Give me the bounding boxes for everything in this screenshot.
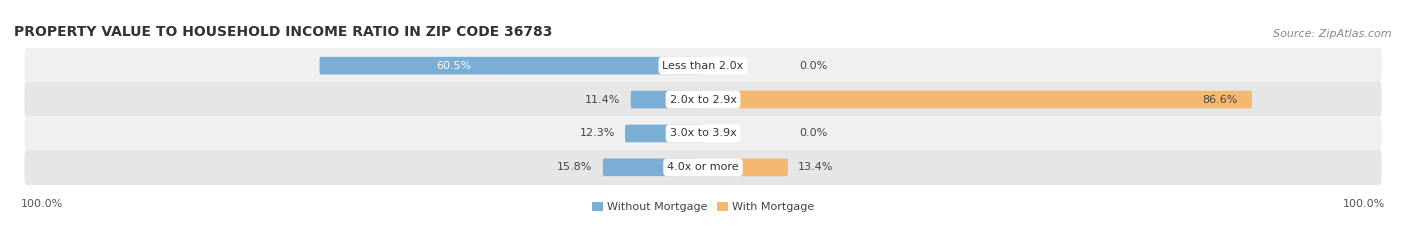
Text: 11.4%: 11.4% xyxy=(585,95,620,105)
Text: 100.0%: 100.0% xyxy=(1343,199,1385,209)
Text: Source: ZipAtlas.com: Source: ZipAtlas.com xyxy=(1274,29,1392,39)
Text: 86.6%: 86.6% xyxy=(1202,95,1239,105)
FancyBboxPatch shape xyxy=(703,158,787,176)
Text: 0.0%: 0.0% xyxy=(800,128,828,138)
Text: Less than 2.0x: Less than 2.0x xyxy=(662,61,744,71)
FancyBboxPatch shape xyxy=(703,91,1251,108)
Text: 100.0%: 100.0% xyxy=(21,199,63,209)
Legend: Without Mortgage, With Mortgage: Without Mortgage, With Mortgage xyxy=(592,202,814,212)
FancyBboxPatch shape xyxy=(603,158,703,176)
FancyBboxPatch shape xyxy=(24,116,1382,151)
Text: 60.5%: 60.5% xyxy=(436,61,471,71)
FancyBboxPatch shape xyxy=(631,91,703,108)
Text: 4.0x or more: 4.0x or more xyxy=(668,162,738,172)
Text: 3.0x to 3.9x: 3.0x to 3.9x xyxy=(669,128,737,138)
FancyBboxPatch shape xyxy=(24,48,1382,83)
Text: 0.0%: 0.0% xyxy=(800,61,828,71)
Text: 15.8%: 15.8% xyxy=(557,162,592,172)
FancyBboxPatch shape xyxy=(319,57,703,75)
FancyBboxPatch shape xyxy=(626,125,703,142)
Text: PROPERTY VALUE TO HOUSEHOLD INCOME RATIO IN ZIP CODE 36783: PROPERTY VALUE TO HOUSEHOLD INCOME RATIO… xyxy=(14,25,553,39)
FancyBboxPatch shape xyxy=(24,150,1382,185)
FancyBboxPatch shape xyxy=(24,82,1382,117)
Text: 12.3%: 12.3% xyxy=(579,128,614,138)
Text: 2.0x to 2.9x: 2.0x to 2.9x xyxy=(669,95,737,105)
Text: 13.4%: 13.4% xyxy=(799,162,834,172)
